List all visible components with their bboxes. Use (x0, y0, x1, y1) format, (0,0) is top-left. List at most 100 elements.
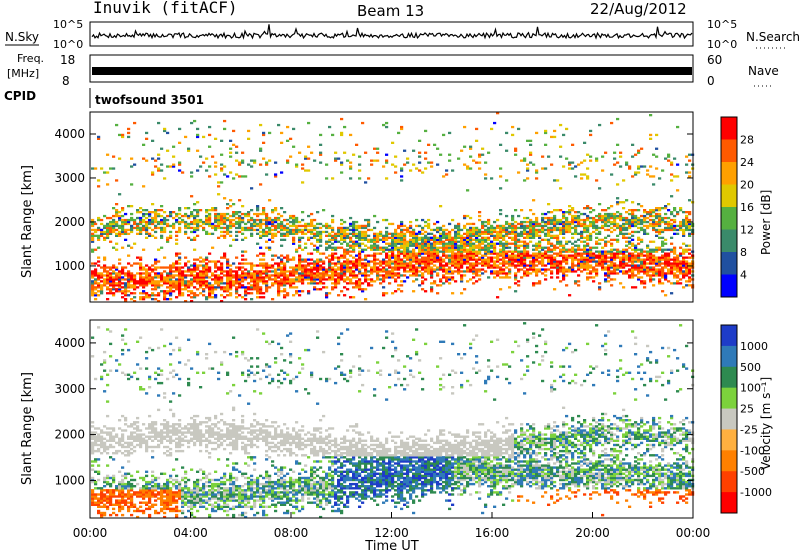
data-cell (478, 155, 482, 158)
data-cell (292, 258, 296, 261)
data-cell (508, 268, 512, 271)
data-cell (514, 228, 518, 232)
data-cell (664, 157, 668, 160)
data-cell (358, 238, 362, 241)
data-cell (376, 272, 380, 275)
data-cell (373, 159, 377, 162)
data-cell (451, 228, 455, 232)
data-cell (478, 218, 482, 222)
data-cell (487, 250, 491, 253)
data-cell (505, 272, 509, 275)
data-cell (313, 262, 317, 265)
data-cell (142, 248, 146, 251)
data-cell (565, 220, 569, 224)
data-cell (499, 268, 503, 271)
data-cell (400, 228, 404, 232)
data-cell (313, 280, 317, 283)
data-cell (433, 246, 437, 249)
data-cell (343, 238, 347, 241)
data-cell (307, 274, 311, 277)
data-cell (274, 218, 278, 222)
data-cell (145, 280, 149, 283)
data-cell (94, 439, 98, 442)
data-cell (610, 226, 614, 230)
data-cell (259, 252, 263, 255)
data-cell (103, 280, 107, 283)
data-cell (331, 274, 335, 277)
data-cell (427, 254, 431, 257)
data-cell (640, 252, 644, 255)
data-cell (241, 276, 245, 279)
data-cell (643, 214, 647, 218)
data-cell (121, 272, 125, 275)
data-cell (589, 238, 593, 241)
data-cell (337, 274, 341, 277)
data-cell (394, 244, 398, 247)
data-cell (244, 258, 248, 261)
data-cell (238, 163, 242, 166)
data-cell (316, 211, 320, 214)
data-cell (415, 246, 419, 249)
data-cell (655, 234, 659, 237)
data-cell (295, 270, 299, 273)
data-cell (397, 224, 401, 228)
data-cell (283, 262, 287, 265)
data-cell (328, 240, 332, 243)
data-cell (607, 216, 611, 220)
data-cell (196, 201, 200, 204)
data-cell (145, 264, 149, 267)
data-cell (397, 131, 401, 135)
data-cell (682, 258, 686, 261)
data-cell (685, 280, 689, 283)
data-cell (526, 234, 530, 237)
data-cell (193, 294, 197, 297)
data-cell (226, 278, 230, 281)
data-cell (364, 236, 368, 239)
data-cell (310, 242, 314, 245)
data-cell (412, 236, 416, 239)
data-cell (457, 236, 461, 239)
data-cell (163, 290, 167, 293)
data-cell (97, 286, 101, 289)
data-cell (448, 153, 452, 156)
data-cell (490, 250, 494, 253)
data-cell (241, 274, 245, 277)
data-cell (562, 228, 566, 232)
data-cell (223, 222, 227, 226)
data-cell (172, 216, 176, 220)
data-cell (106, 228, 110, 232)
data-cell (307, 278, 311, 281)
data-cell (157, 212, 161, 216)
ytick-label: 2000 (54, 215, 85, 229)
data-cell (637, 252, 641, 255)
data-cell (439, 250, 443, 253)
data-cell (139, 280, 143, 283)
data-cell (457, 248, 461, 251)
data-cell (511, 242, 515, 245)
data-cell (523, 252, 527, 255)
data-cell (427, 232, 431, 235)
data-cell (355, 234, 359, 237)
data-cell (571, 216, 575, 220)
data-cell (199, 292, 203, 295)
data-cell (265, 240, 269, 243)
data-cell (424, 264, 428, 267)
data-cell (352, 230, 356, 234)
data-cell (277, 123, 281, 127)
data-cell (295, 264, 299, 267)
data-cell (208, 218, 212, 222)
data-cell (451, 260, 455, 263)
data-cell (340, 161, 344, 164)
data-cell (97, 503, 101, 506)
data-cell (247, 270, 251, 273)
data-cell (340, 131, 344, 135)
data-cell (220, 167, 224, 170)
data-cell (361, 232, 365, 235)
data-cell (535, 268, 539, 271)
data-cell (277, 264, 281, 267)
data-cell (670, 211, 674, 214)
data-cell (466, 232, 470, 235)
data-cell (274, 228, 278, 232)
data-cell (220, 266, 224, 269)
